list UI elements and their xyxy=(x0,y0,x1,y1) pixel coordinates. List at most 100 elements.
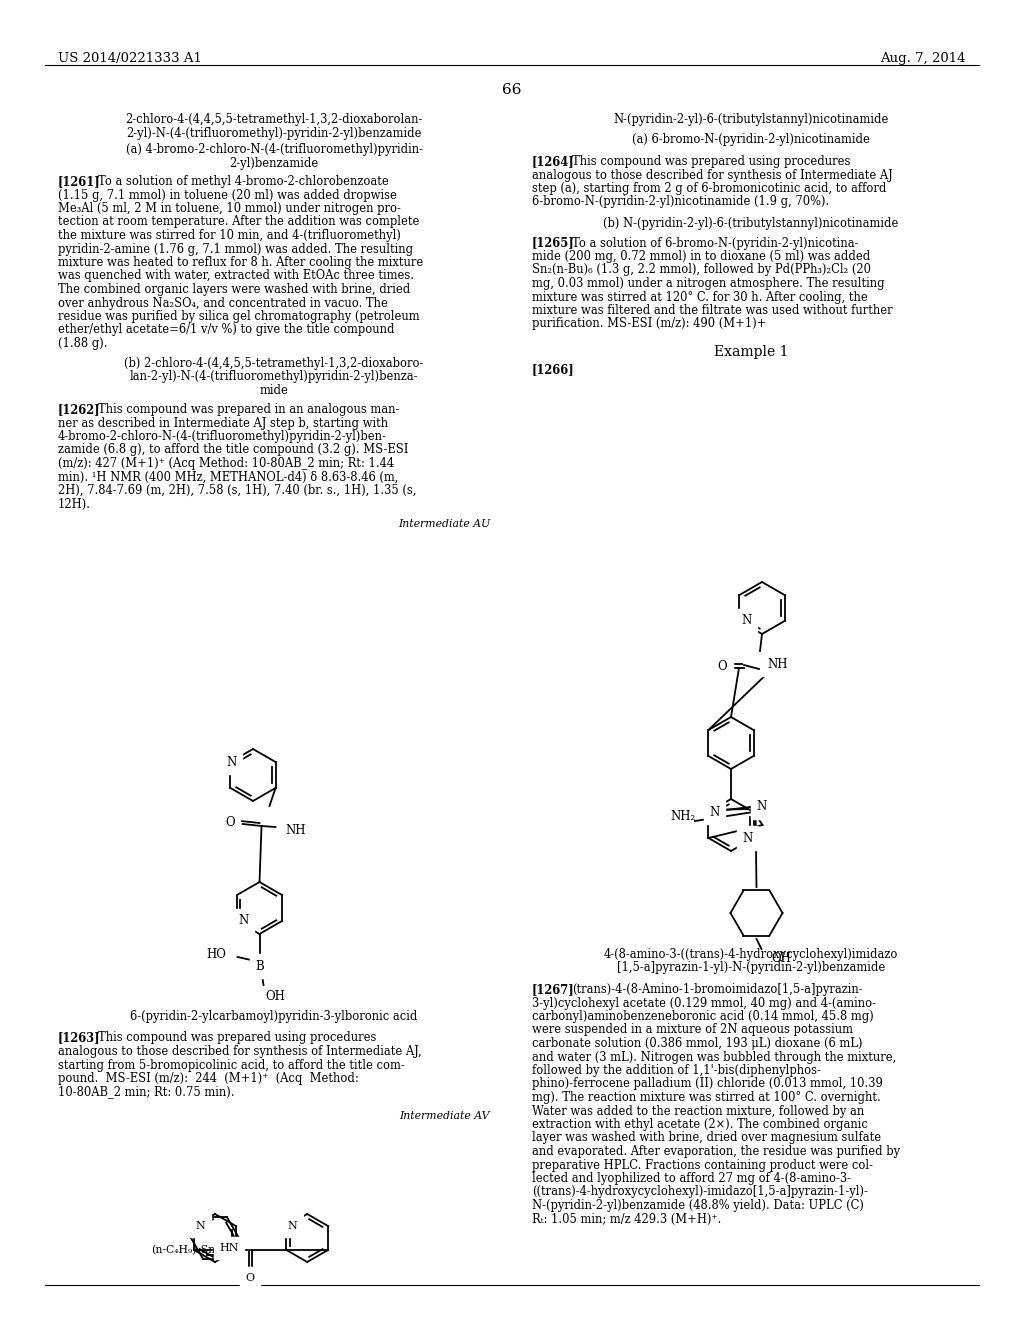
Text: layer was washed with brine, dried over magnesium sulfate: layer was washed with brine, dried over … xyxy=(532,1131,881,1144)
Text: Intermediate AV: Intermediate AV xyxy=(399,1111,490,1121)
Text: To a solution of 6-bromo-N-(pyridin-2-yl)nicotina-: To a solution of 6-bromo-N-(pyridin-2-yl… xyxy=(572,236,858,249)
Text: (b) 2-chloro-4-(4,4,5,5-tetramethyl-1,3,2-dioxaboro-: (b) 2-chloro-4-(4,4,5,5-tetramethyl-1,3,… xyxy=(124,356,424,370)
Text: Example 1: Example 1 xyxy=(714,345,788,359)
Text: starting from 5-bromopicolinic acid, to afford the title com-: starting from 5-bromopicolinic acid, to … xyxy=(58,1059,404,1072)
Text: NH₂: NH₂ xyxy=(671,810,695,824)
Text: Aug. 7, 2014: Aug. 7, 2014 xyxy=(881,51,966,65)
Text: N: N xyxy=(226,755,237,768)
Text: (1.15 g, 7.1 mmol) in toluene (20 ml) was added dropwise: (1.15 g, 7.1 mmol) in toluene (20 ml) wa… xyxy=(58,189,397,202)
Text: phino)-ferrocene palladium (II) chloride (0.013 mmol, 10.39: phino)-ferrocene palladium (II) chloride… xyxy=(532,1077,883,1090)
Text: 66: 66 xyxy=(502,83,522,96)
Text: 3-yl)cyclohexyl acetate (0.129 mmol, 40 mg) and 4-(amino-: 3-yl)cyclohexyl acetate (0.129 mmol, 40 … xyxy=(532,997,876,1010)
Text: (m/z): 427 (M+1)⁺ (Acq Method: 10-80AB_2 min; Rt: 1.44: (m/z): 427 (M+1)⁺ (Acq Method: 10-80AB_2… xyxy=(58,457,394,470)
Text: 2-chloro-4-(4,4,5,5-tetramethyl-1,3,2-dioxaborolan-: 2-chloro-4-(4,4,5,5-tetramethyl-1,3,2-di… xyxy=(125,114,423,125)
Text: This compound was prepared using procedures: This compound was prepared using procedu… xyxy=(572,154,850,168)
Text: mg, 0.03 mmol) under a nitrogen atmosphere. The resulting: mg, 0.03 mmol) under a nitrogen atmosphe… xyxy=(532,277,885,290)
Text: HO: HO xyxy=(207,948,226,961)
Text: 2H), 7.84-7.69 (m, 2H), 7.58 (s, 1H), 7.40 (br. s., 1H), 1.35 (s,: 2H), 7.84-7.69 (m, 2H), 7.58 (s, 1H), 7.… xyxy=(58,484,417,498)
Text: followed by the addition of 1,1'-bis(diphenylphos-: followed by the addition of 1,1'-bis(dip… xyxy=(532,1064,821,1077)
Text: HN: HN xyxy=(219,1243,239,1253)
Text: N: N xyxy=(196,1221,205,1232)
Text: US 2014/0221333 A1: US 2014/0221333 A1 xyxy=(58,51,202,65)
Text: O: O xyxy=(225,816,234,829)
Text: tection at room temperature. After the addition was complete: tection at room temperature. After the a… xyxy=(58,215,420,228)
Text: (b) N-(pyridin-2-yl)-6-(tributylstannyl)nicotinamide: (b) N-(pyridin-2-yl)-6-(tributylstannyl)… xyxy=(603,216,899,230)
Text: The combined organic layers were washed with brine, dried: The combined organic layers were washed … xyxy=(58,282,411,296)
Text: 10-80AB_2 min; Rt: 0.75 min).: 10-80AB_2 min; Rt: 0.75 min). xyxy=(58,1085,234,1098)
Text: Intermediate AU: Intermediate AU xyxy=(397,519,490,529)
Text: mide: mide xyxy=(259,384,289,396)
Text: 6-bromo-N-(pyridin-2-yl)nicotinamide (1.9 g, 70%).: 6-bromo-N-(pyridin-2-yl)nicotinamide (1.… xyxy=(532,195,829,209)
Text: was quenched with water, extracted with EtOAc three times.: was quenched with water, extracted with … xyxy=(58,269,414,282)
Text: (a) 4-bromo-2-chloro-N-(4-(trifluoromethyl)pyridin-: (a) 4-bromo-2-chloro-N-(4-(trifluorometh… xyxy=(126,143,423,156)
Text: (trans)-4-(8-Amino-1-bromoimidazo[1,5-a]pyrazin-: (trans)-4-(8-Amino-1-bromoimidazo[1,5-a]… xyxy=(572,983,862,997)
Text: mixture was stirred at 120° C. for 30 h. After cooling, the: mixture was stirred at 120° C. for 30 h.… xyxy=(532,290,867,304)
Text: mixture was heated to reflux for 8 h. After cooling the mixture: mixture was heated to reflux for 8 h. Af… xyxy=(58,256,423,269)
Text: min). ¹H NMR (400 MHz, METHANOL-d4) δ 8.63-8.46 (m,: min). ¹H NMR (400 MHz, METHANOL-d4) δ 8.… xyxy=(58,470,398,483)
Text: over anhydrous Na₂SO₄, and concentrated in vacuo. The: over anhydrous Na₂SO₄, and concentrated … xyxy=(58,297,388,309)
Text: Water was added to the reaction mixture, followed by an: Water was added to the reaction mixture,… xyxy=(532,1105,864,1118)
Text: B: B xyxy=(255,960,264,973)
Text: Sn₂(n-Bu)₆ (1.3 g, 2.2 mmol), followed by Pd(PPh₃)₂Cl₂ (20: Sn₂(n-Bu)₆ (1.3 g, 2.2 mmol), followed b… xyxy=(532,264,871,276)
Text: the mixture was stirred for 10 min, and 4-(trifluoromethyl): the mixture was stirred for 10 min, and … xyxy=(58,228,400,242)
Text: were suspended in a mixture of 2N aqueous potassium: were suspended in a mixture of 2N aqueou… xyxy=(532,1023,853,1036)
Text: pyridin-2-amine (1.76 g, 7.1 mmol) was added. The resulting: pyridin-2-amine (1.76 g, 7.1 mmol) was a… xyxy=(58,243,413,256)
Text: carbonate solution (0.386 mmol, 193 μL) dioxane (6 mL): carbonate solution (0.386 mmol, 193 μL) … xyxy=(532,1038,862,1049)
Text: N: N xyxy=(238,915,248,928)
Text: 6-(pyridin-2-ylcarbamoyl)pyridin-3-ylboronic acid: 6-(pyridin-2-ylcarbamoyl)pyridin-3-ylbor… xyxy=(130,1010,418,1023)
Text: [1265]: [1265] xyxy=(532,236,574,249)
Text: 2-yl)-N-(4-(trifluoromethyl)-pyridin-2-yl)benzamide: 2-yl)-N-(4-(trifluoromethyl)-pyridin-2-y… xyxy=(126,127,422,140)
Text: [1264]: [1264] xyxy=(532,154,574,168)
Text: (1.88 g).: (1.88 g). xyxy=(58,337,108,350)
Text: N-(pyridin-2-yl)benzamide (48.8% yield). Data: UPLC (C): N-(pyridin-2-yl)benzamide (48.8% yield).… xyxy=(532,1199,864,1212)
Text: lected and lyophilized to afford 27 mg of 4-(8-amino-3-: lected and lyophilized to afford 27 mg o… xyxy=(532,1172,851,1185)
Text: analogous to those described for synthesis of Intermediate AJ,: analogous to those described for synthes… xyxy=(58,1045,422,1059)
Text: [1266]: [1266] xyxy=(532,363,574,376)
Text: preparative HPLC. Fractions containing product were col-: preparative HPLC. Fractions containing p… xyxy=(532,1159,873,1172)
Text: OH: OH xyxy=(265,990,286,1002)
Text: [1261]: [1261] xyxy=(58,176,100,187)
Text: This compound was prepared in an analogous man-: This compound was prepared in an analogo… xyxy=(98,403,399,416)
Text: step (a), starting from 2 g of 6-bromonicotinic acid, to afford: step (a), starting from 2 g of 6-bromoni… xyxy=(532,182,887,195)
Text: 2-yl)benzamide: 2-yl)benzamide xyxy=(229,157,318,169)
Text: lan-2-yl)-N-(4-(trifluoromethyl)pyridin-2-yl)benza-: lan-2-yl)-N-(4-(trifluoromethyl)pyridin-… xyxy=(130,370,418,383)
Text: zamide (6.8 g), to afford the title compound (3.2 g). MS-ESI: zamide (6.8 g), to afford the title comp… xyxy=(58,444,409,457)
Text: analogous to those described for synthesis of Intermediate AJ: analogous to those described for synthes… xyxy=(532,169,893,181)
Text: Rₜ: 1.05 min; m/z 429.3 (M+H)⁺.: Rₜ: 1.05 min; m/z 429.3 (M+H)⁺. xyxy=(532,1213,721,1225)
Text: N: N xyxy=(741,615,752,627)
Text: [1267]: [1267] xyxy=(532,983,574,997)
Text: Me₃Al (5 ml, 2 M in toluene, 10 mmol) under nitrogen pro-: Me₃Al (5 ml, 2 M in toluene, 10 mmol) un… xyxy=(58,202,400,215)
Text: N: N xyxy=(288,1221,297,1232)
Text: O: O xyxy=(246,1272,255,1283)
Text: pound.  MS-ESI (m/z):  244  (M+1)⁺  (Acq  Method:: pound. MS-ESI (m/z): 244 (M+1)⁺ (Acq Met… xyxy=(58,1072,358,1085)
Text: O: O xyxy=(718,660,727,672)
Text: mide (200 mg, 0.72 mmol) in to dioxane (5 ml) was added: mide (200 mg, 0.72 mmol) in to dioxane (… xyxy=(532,249,870,263)
Text: purification. MS-ESI (m/z): 490 (M+1)+: purification. MS-ESI (m/z): 490 (M+1)+ xyxy=(532,318,767,330)
Text: (n-C₄H₉)₃Sn: (n-C₄H₉)₃Sn xyxy=(151,1245,215,1255)
Text: ((trans)-4-hydroxycyclohexyl)-imidazo[1,5-a]pyrazin-1-yl)-: ((trans)-4-hydroxycyclohexyl)-imidazo[1,… xyxy=(532,1185,868,1199)
Text: To a solution of methyl 4-bromo-2-chlorobenzoate: To a solution of methyl 4-bromo-2-chloro… xyxy=(98,176,389,187)
Text: mg). The reaction mixture was stirred at 100° C. overnight.: mg). The reaction mixture was stirred at… xyxy=(532,1092,881,1104)
Text: [1,5-a]pyrazin-1-yl)-N-(pyridin-2-yl)benzamide: [1,5-a]pyrazin-1-yl)-N-(pyridin-2-yl)ben… xyxy=(616,961,885,974)
Text: ether/ethyl acetate=6/1 v/v %) to give the title compound: ether/ethyl acetate=6/1 v/v %) to give t… xyxy=(58,323,394,337)
Text: carbonyl)aminobenzeneboronic acid (0.14 mmol, 45.8 mg): carbonyl)aminobenzeneboronic acid (0.14 … xyxy=(532,1010,873,1023)
Text: and evaporated. After evaporation, the residue was purified by: and evaporated. After evaporation, the r… xyxy=(532,1144,900,1158)
Text: OH: OH xyxy=(771,953,792,965)
Text: 12H).: 12H). xyxy=(58,498,91,511)
Text: [1262]: [1262] xyxy=(58,403,100,416)
Text: NH: NH xyxy=(286,824,306,837)
Text: NH: NH xyxy=(767,657,787,671)
Text: N: N xyxy=(757,800,767,813)
Text: N: N xyxy=(710,805,720,818)
Text: [1263]: [1263] xyxy=(58,1031,100,1044)
Text: mixture was filtered and the filtrate was used without further: mixture was filtered and the filtrate wa… xyxy=(532,304,893,317)
Text: 4-bromo-2-chloro-N-(4-(trifluoromethyl)pyridin-2-yl)ben-: 4-bromo-2-chloro-N-(4-(trifluoromethyl)p… xyxy=(58,430,387,444)
Text: extraction with ethyl acetate (2×). The combined organic: extraction with ethyl acetate (2×). The … xyxy=(532,1118,868,1131)
Text: (a) 6-bromo-N-(pyridin-2-yl)nicotinamide: (a) 6-bromo-N-(pyridin-2-yl)nicotinamide xyxy=(632,133,870,147)
Text: 4-(8-amino-3-((trans)-4-hydroxycyclohexyl)imidazo: 4-(8-amino-3-((trans)-4-hydroxycyclohexy… xyxy=(604,948,898,961)
Text: N: N xyxy=(742,832,753,845)
Text: ner as described in Intermediate AJ step b, starting with: ner as described in Intermediate AJ step… xyxy=(58,417,388,429)
Text: and water (3 mL). Nitrogen was bubbled through the mixture,: and water (3 mL). Nitrogen was bubbled t… xyxy=(532,1051,896,1064)
Text: residue was purified by silica gel chromatography (petroleum: residue was purified by silica gel chrom… xyxy=(58,310,420,323)
Text: N-(pyridin-2-yl)-6-(tributylstannyl)nicotinamide: N-(pyridin-2-yl)-6-(tributylstannyl)nico… xyxy=(613,114,889,125)
